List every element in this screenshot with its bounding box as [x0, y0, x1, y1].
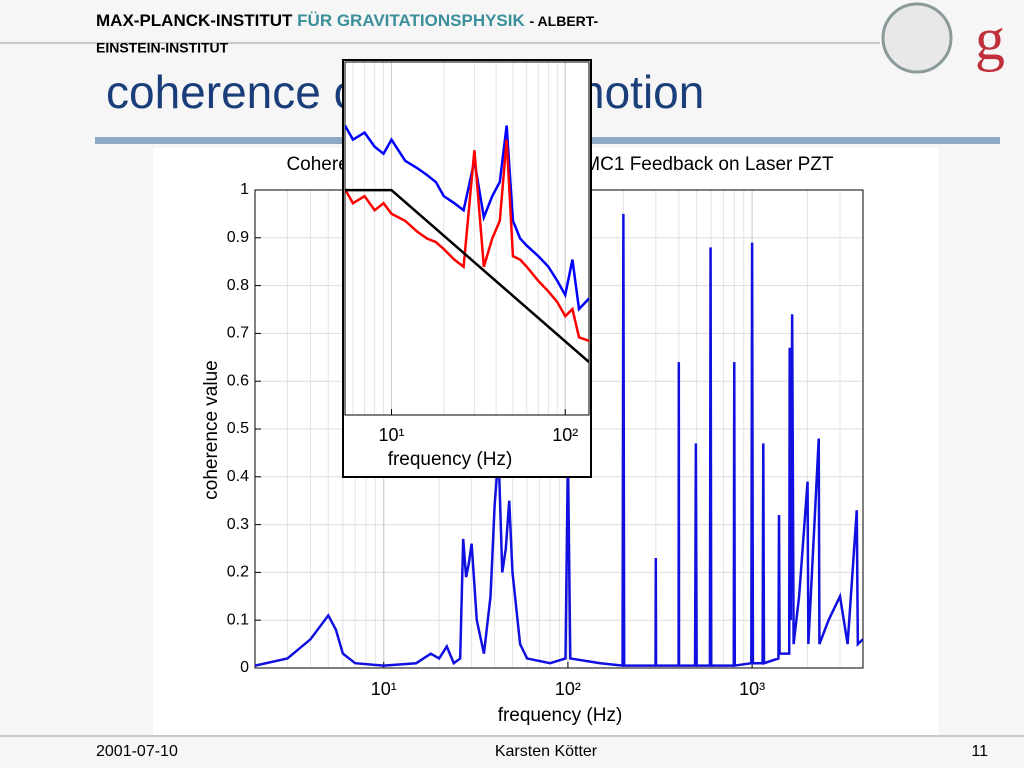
mpg-logo	[881, 2, 953, 74]
series-line	[255, 213, 863, 668]
x-tick-label: 10³	[739, 679, 765, 699]
y-tick-label: 0.2	[227, 564, 249, 581]
x-tick-label: 10²	[555, 679, 581, 699]
inset-chart: 10¹ 10² frequency (Hz)	[344, 61, 590, 470]
y-tick-label: 0.4	[227, 468, 249, 485]
series-line	[345, 124, 589, 312]
y-axis-label: coherence value	[201, 360, 222, 499]
x-tick-label: 10¹	[378, 425, 404, 445]
y-tick-label: 0.8	[227, 277, 249, 294]
footer-page: 11	[971, 743, 988, 760]
y-tick-label: 0.1	[227, 611, 249, 628]
y-tick-label: 0.6	[227, 372, 249, 389]
y-tick-label: 1	[240, 181, 249, 198]
x-tick-label: 10²	[552, 425, 578, 445]
footer-date: 2001-07-10	[96, 743, 178, 760]
y-tick-label: 0.3	[227, 516, 249, 533]
x-axis-label: frequency (Hz)	[388, 449, 513, 470]
series-line	[345, 188, 589, 363]
institute-header-2: EINSTEIN-INSTITUT	[96, 40, 229, 56]
aei-logo: g	[975, 6, 1005, 72]
y-tick-label: 0.7	[227, 325, 249, 342]
footer-author: Karsten Kötter	[495, 743, 598, 760]
x-tick-label: 10¹	[371, 679, 397, 699]
y-tick-label: 0	[240, 659, 249, 676]
inset-frame	[342, 59, 592, 478]
x-axis-label: frequency (Hz)	[498, 705, 623, 726]
institute-header: MAX-PLANCK-INSTITUT FÜR GRAVITATIONSPHYS…	[96, 11, 599, 30]
series-line	[345, 139, 589, 343]
y-tick-label: 0.9	[227, 229, 249, 246]
y-tick-label: 0.5	[227, 420, 249, 437]
plot-frame	[344, 61, 590, 416]
